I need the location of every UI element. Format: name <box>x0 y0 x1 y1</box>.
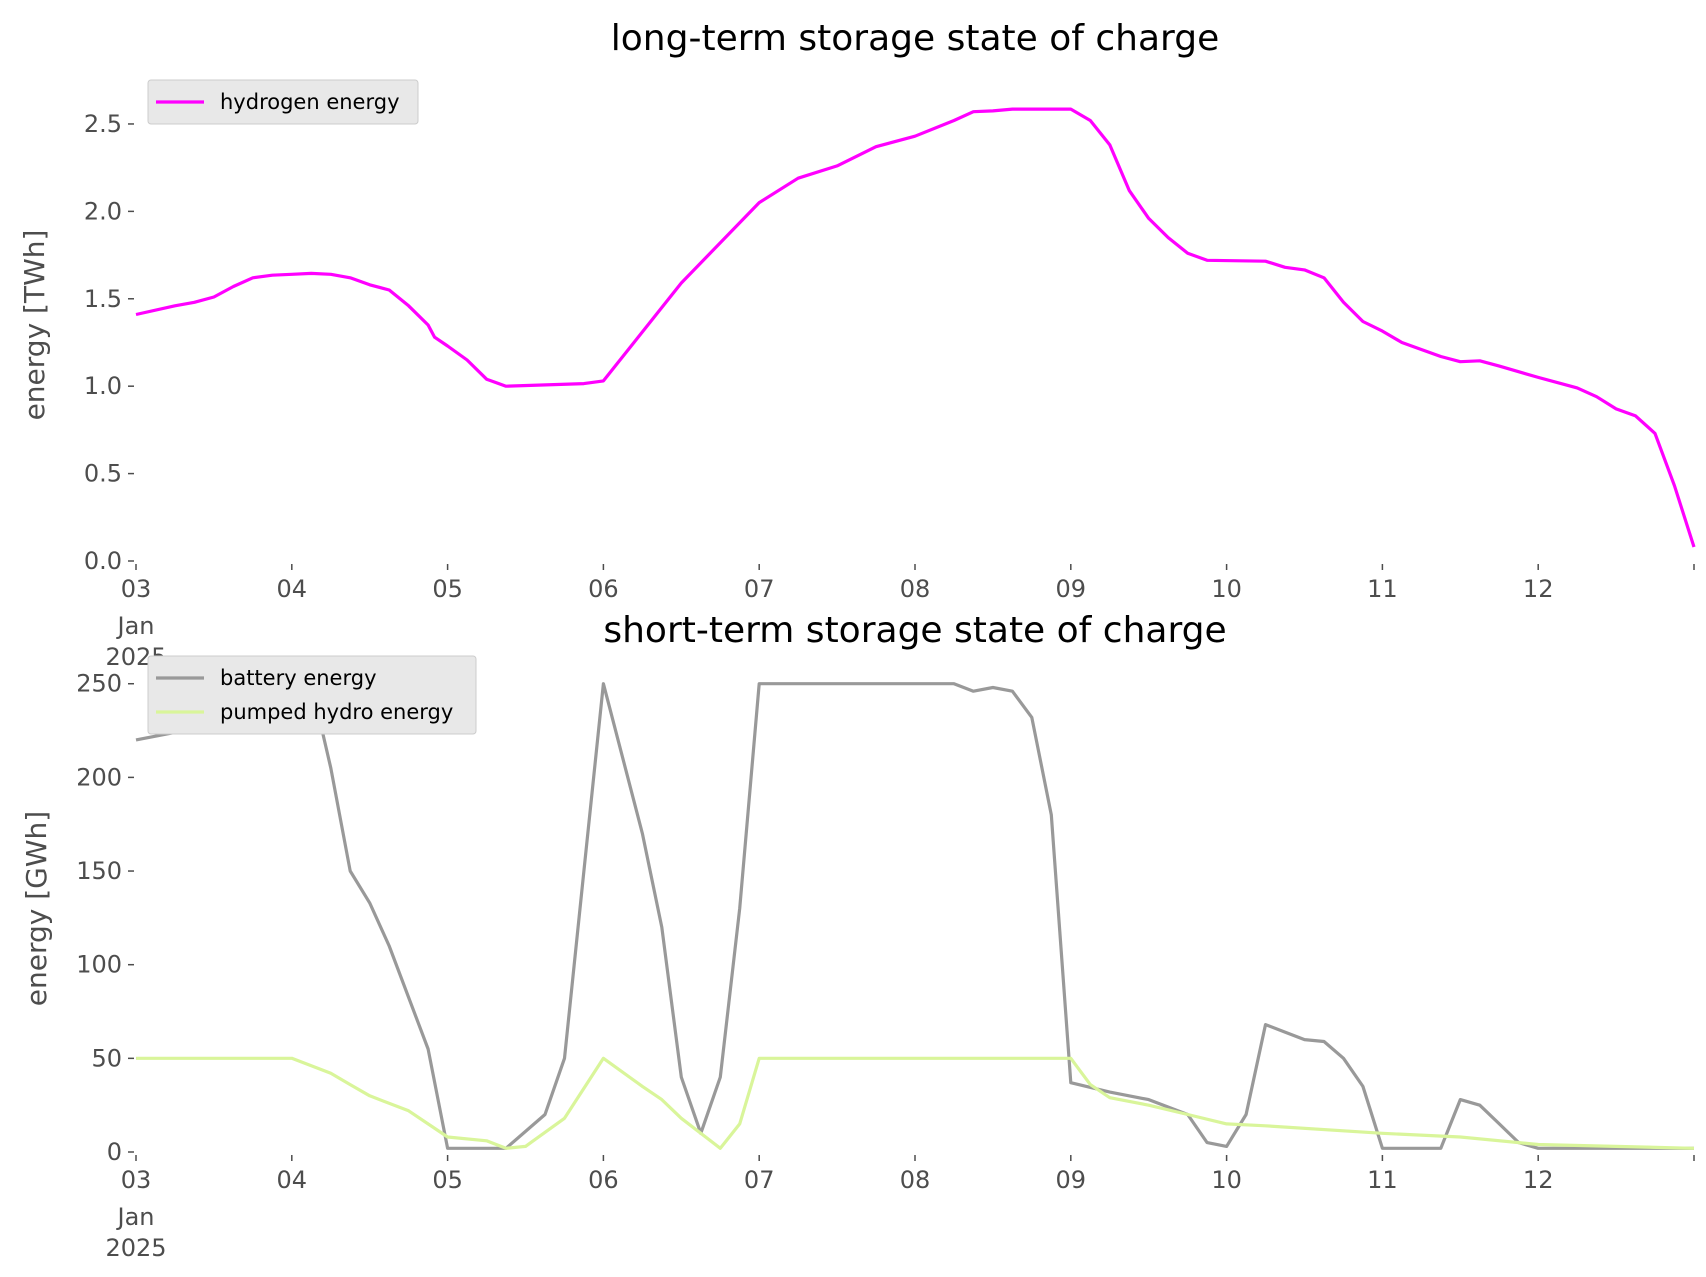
series-line-1 <box>135 682 1694 1150</box>
plot-area <box>135 107 1696 548</box>
x-tick-label: 08 <box>900 1166 931 1194</box>
x-tick-label: 11 <box>1367 1166 1398 1194</box>
x-tick-label: 04 <box>277 575 308 603</box>
x-tick-label: 09 <box>1056 575 1087 603</box>
x-tick-sublabel: 2025 <box>105 1234 166 1262</box>
x-tick-label: 07 <box>744 575 775 603</box>
plot-area <box>135 682 1695 1150</box>
x-tick-sublabel: Jan <box>116 612 155 640</box>
x-tick-label: 12 <box>1523 1166 1554 1194</box>
x-tick-label: 03 <box>121 575 152 603</box>
x-tick-label: 08 <box>900 575 931 603</box>
legend-box <box>147 79 419 125</box>
x-tick-label: 10 <box>1211 575 1242 603</box>
y-axis: 0.0 0.5 1.0 1.5 2.0 2.5 <box>84 110 134 575</box>
y-axis-label: energy [GWh] <box>20 811 53 1006</box>
y-tick-label: 0.0 <box>84 547 122 575</box>
x-tick-label: 11 <box>1367 575 1398 603</box>
chart-title: long-term storage state of charge <box>611 18 1219 59</box>
long-term-chart-panel: long-term storage state of charge energy… <box>18 18 1696 671</box>
x-tick-sublabel: Jan <box>116 1203 155 1231</box>
x-tick-label: 09 <box>1056 1166 1087 1194</box>
legend-label: pumped hydro energy <box>220 700 453 724</box>
short-term-chart-panel: short-term storage state of charge energ… <box>20 610 1695 1262</box>
series-line-1 <box>135 107 1696 548</box>
x-tick-label: 05 <box>432 575 463 603</box>
legend: battery energy pumped hydro energy <box>147 655 477 735</box>
y-tick-label: 50 <box>91 1044 122 1072</box>
y-tick-label: 1.0 <box>84 372 122 400</box>
x-tick-label: 06 <box>588 575 619 603</box>
y-tick-label: 100 <box>76 951 122 979</box>
series-line-2 <box>136 1056 1695 1150</box>
y-tick-label: 250 <box>76 670 122 698</box>
y-axis-label: energy [TWh] <box>18 230 51 421</box>
legend-box <box>147 655 477 735</box>
legend-label: battery energy <box>220 666 377 690</box>
x-tick-label: 05 <box>432 1166 463 1194</box>
y-tick-label: 150 <box>76 857 122 885</box>
x-tick-label: 12 <box>1523 575 1554 603</box>
legend: hydrogen energy <box>147 79 419 125</box>
y-tick-label: 1.5 <box>84 285 122 313</box>
y-tick-label: 0.5 <box>84 460 122 488</box>
chart-title: short-term storage state of charge <box>603 610 1226 651</box>
x-tick-label: 06 <box>588 1166 619 1194</box>
x-tick-label: 10 <box>1211 1166 1242 1194</box>
x-axis: 03 04 05 06 07 08 09 10 11 12 Jan 2025 <box>105 1155 1695 1262</box>
legend-label: hydrogen energy <box>220 90 400 114</box>
y-tick-label: 2.5 <box>84 110 122 138</box>
y-axis: 0 50 100 150 200 250 <box>76 670 134 1166</box>
y-tick-label: 0 <box>107 1138 122 1166</box>
x-tick-label: 04 <box>277 1166 308 1194</box>
y-tick-label: 2.0 <box>84 197 122 225</box>
x-tick-label: 03 <box>121 1166 152 1194</box>
x-tick-label: 07 <box>744 1166 775 1194</box>
y-tick-label: 200 <box>76 763 122 791</box>
